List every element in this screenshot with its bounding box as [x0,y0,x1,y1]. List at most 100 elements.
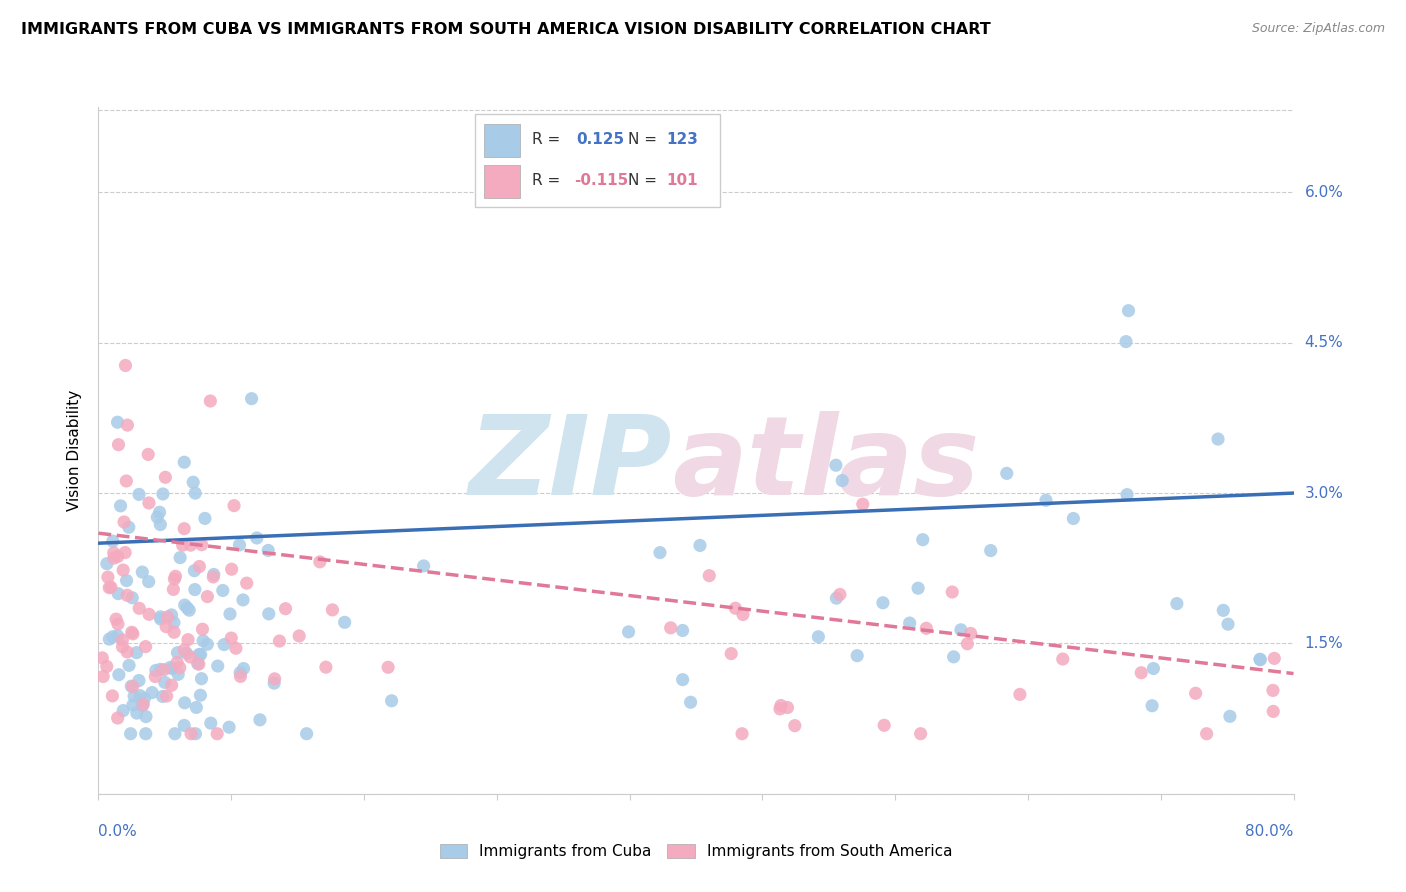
Point [846,648,869,663]
Text: 1.5%: 1.5% [1305,636,1343,651]
Point [720,647,742,661]
Point [1184,686,1206,700]
Point [128,673,150,688]
Point [138,574,160,589]
Point [191,622,214,636]
Text: R =: R = [533,132,565,147]
Point [246,531,269,545]
Point [190,648,212,662]
Point [915,621,938,635]
Point [232,662,254,676]
Point [107,617,129,632]
Point [269,634,291,648]
Point [1035,493,1057,508]
Point [910,727,932,741]
Point [131,565,153,579]
Point [1206,432,1229,446]
Point [156,689,179,703]
Point [1052,652,1074,666]
Point [115,588,138,602]
Text: Source: ZipAtlas.com: Source: ZipAtlas.com [1251,22,1385,36]
Point [166,646,188,660]
Point [179,603,201,617]
Point [121,627,143,641]
Point [1219,709,1241,723]
Text: 0.0%: 0.0% [98,824,138,839]
Point [97,570,120,584]
Point [105,612,128,626]
Point [295,727,318,741]
Point [108,667,131,681]
Point [91,651,114,665]
Point [180,538,202,552]
Point [1261,683,1284,698]
Point [825,591,848,606]
Point [412,558,434,573]
Point [769,698,792,713]
Point [689,538,711,552]
Point [190,672,212,686]
Point [184,582,207,597]
Point [177,632,200,647]
Point [1115,334,1137,349]
Point [898,616,921,631]
Point [1249,652,1271,666]
Point [98,581,121,595]
Point [769,702,792,716]
Point [1195,727,1218,741]
Point [149,609,172,624]
Point [232,593,254,607]
Point [101,630,124,644]
Point [101,534,124,549]
Point [122,689,145,703]
Point [148,505,170,519]
Point [671,624,693,638]
Point [221,562,243,576]
Point [222,499,245,513]
Legend: Immigrants from Cuba, Immigrants from South America: Immigrants from Cuba, Immigrants from So… [433,838,959,865]
Point [166,656,188,670]
Point [1142,661,1164,675]
Point [91,669,114,683]
Point [315,660,337,674]
Point [187,657,209,671]
Point [333,615,356,630]
Point [134,691,156,706]
Point [165,569,187,583]
Point [115,574,138,588]
Point [1263,651,1285,665]
Point [218,720,240,734]
Point [202,570,225,584]
Point [831,474,853,488]
Text: 101: 101 [666,173,697,188]
Point [995,467,1018,481]
Text: N =: N = [628,132,662,147]
Point [160,678,183,692]
Text: 4.5%: 4.5% [1305,335,1343,351]
Point [107,415,129,429]
Point [872,596,894,610]
Text: 80.0%: 80.0% [1246,824,1294,839]
Point [659,621,682,635]
Point [155,620,177,634]
Point [96,557,118,571]
Point [172,538,194,552]
Point [225,641,247,656]
Point [191,633,214,648]
Point [141,685,163,699]
Point [103,546,125,560]
Point [112,704,135,718]
Point [200,716,222,731]
Point [229,665,252,680]
Point [240,392,263,406]
Point [1166,597,1188,611]
Point [288,629,311,643]
Point [176,646,198,660]
Point [776,700,799,714]
Point [195,637,218,651]
Point [825,458,848,473]
Point [207,659,229,673]
Point [163,615,186,630]
Point [173,718,195,732]
Point [98,632,121,646]
